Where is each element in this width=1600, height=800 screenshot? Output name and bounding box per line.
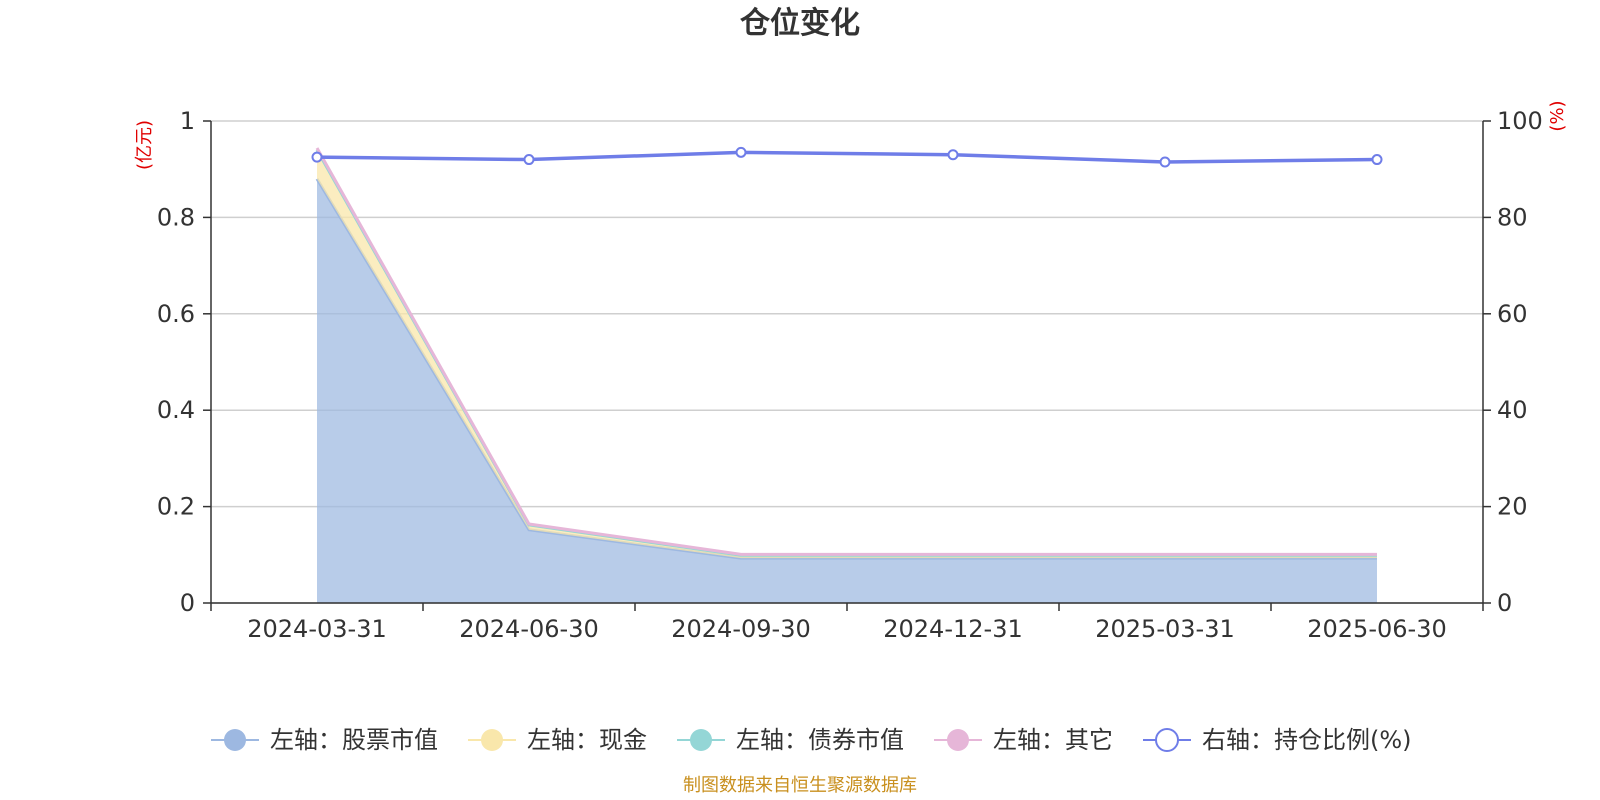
left-axis-unit: (亿元)	[134, 120, 155, 170]
holding-ratio-point	[735, 146, 747, 158]
legend-marker	[947, 729, 969, 751]
right-axis-tick-label: 100	[1497, 107, 1543, 135]
source-note: 制图数据来自恒生聚源数据库	[683, 775, 917, 796]
x-axis-tick-label: 2025-03-31	[1095, 615, 1234, 643]
legend-item-1: 左轴：现金	[468, 726, 647, 754]
line-layer	[311, 146, 1383, 168]
right-axis-tick-label: 80	[1497, 203, 1528, 231]
left-axis-tick-label: 0.6	[157, 300, 195, 328]
left-axis-tick-label: 0.8	[157, 203, 195, 231]
holding-ratio-point	[947, 149, 959, 161]
legend-item-2: 左轴：债券市值	[677, 726, 904, 754]
legend-item-4: 右轴：持仓比例(%)	[1143, 726, 1412, 754]
legend-item-3: 左轴：其它	[934, 726, 1113, 754]
left-axis-tick-label: 0.2	[157, 493, 195, 521]
x-axis-tick-label: 2024-12-31	[883, 615, 1022, 643]
area-layer	[315, 147, 1377, 603]
legend-marker	[690, 729, 712, 751]
chart-title: 仓位变化	[740, 6, 860, 41]
legend-label: 左轴：其它	[993, 726, 1113, 754]
legend-item-0: 左轴：股票市值	[211, 726, 438, 754]
left-axis-tick-label: 0.4	[157, 396, 195, 424]
legend-marker	[481, 729, 503, 751]
area-outline-3	[315, 147, 1377, 556]
holding-ratio-point	[523, 154, 535, 166]
area-fill-0	[317, 178, 1377, 603]
right-axis-tick-label: 60	[1497, 300, 1528, 328]
right-axis-tick-label: 20	[1497, 493, 1528, 521]
left-axis-tick-label: 1	[180, 107, 195, 135]
x-axis-tick-label: 2025-06-30	[1307, 615, 1446, 643]
legend-layer: 左轴：股票市值 左轴：现金 左轴：债券市值 左轴：其它 右轴：持仓比例(%)	[211, 726, 1412, 754]
x-axis-tick-label: 2024-03-31	[247, 615, 386, 643]
right-axis-tick-label: 0	[1497, 589, 1512, 617]
legend-label: 左轴：债券市值	[736, 726, 904, 754]
legend-marker	[224, 729, 246, 751]
x-axis-tick-label: 2024-09-30	[671, 615, 810, 643]
legend-marker	[1155, 728, 1179, 752]
holding-ratio-point	[311, 151, 323, 163]
holding-ratio-point	[1371, 154, 1383, 166]
legend-label: 右轴：持仓比例(%)	[1202, 726, 1412, 754]
right-axis-unit: (%)	[1547, 100, 1568, 131]
holding-ratio-point	[1159, 156, 1171, 168]
axis-layer: 0 0.2 0.4 0.6 0.8 1 0 20 40 60 80 100 2024-03-31 2024…	[157, 107, 1543, 643]
holding-ratio-line	[316, 150, 1378, 164]
legend-label: 左轴：股票市值	[270, 726, 438, 754]
right-axis-tick-label: 40	[1497, 396, 1528, 424]
legend-label: 左轴：现金	[527, 726, 647, 754]
x-axis-tick-label: 2024-06-30	[459, 615, 598, 643]
left-axis-tick-label: 0	[180, 589, 195, 617]
